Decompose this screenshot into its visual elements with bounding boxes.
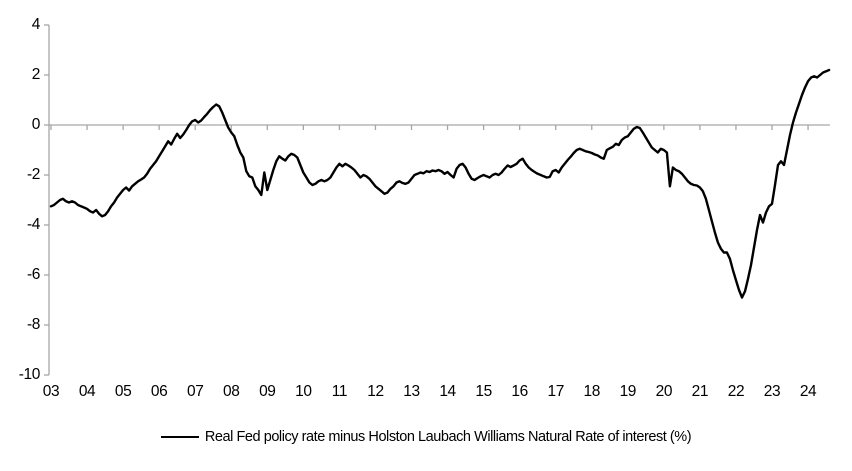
x-tick-label: 15	[475, 383, 491, 400]
x-tick-label: 19	[620, 383, 636, 400]
x-tick-label: 13	[403, 383, 419, 400]
x-tick-label: 10	[295, 383, 312, 400]
x-tick-label: 11	[332, 383, 347, 400]
legend-line-sample	[160, 436, 199, 438]
x-tick-label: 20	[656, 383, 673, 400]
x-tick-label: 18	[584, 383, 600, 400]
y-tick-label: 4	[32, 16, 41, 33]
x-tick-label: 12	[367, 383, 383, 400]
y-tick-label: -2	[27, 166, 40, 183]
x-tick-label: 22	[728, 383, 744, 400]
x-tick-label: 17	[547, 383, 563, 400]
axes	[44, 24, 830, 376]
x-tick-label: 08	[223, 383, 239, 400]
x-tick-label: 23	[764, 383, 780, 400]
x-tick-label: 07	[187, 383, 203, 400]
x-tick-label: 14	[439, 383, 456, 400]
x-tick-label: 09	[259, 383, 275, 400]
y-tick-label: 2	[32, 66, 40, 83]
chart-legend: Real Fed policy rate minus Holston Lauba…	[0, 429, 852, 445]
x-tick-label: 06	[151, 383, 167, 400]
x-tick-label: 24	[800, 383, 817, 400]
data-line	[49, 68, 831, 299]
x-tick-label: 05	[115, 383, 131, 400]
legend-label: Real Fed policy rate minus Holston Lauba…	[204, 429, 692, 445]
series-lines	[49, 68, 831, 299]
y-tick-label: -6	[27, 266, 40, 283]
x-tick-label: 16	[511, 383, 527, 400]
y-tick-label: -8	[27, 316, 40, 333]
x-tick-label: 04	[79, 383, 96, 400]
y-tick-label: -4	[27, 216, 41, 233]
x-tick-label: 03	[43, 383, 59, 400]
y-tick-label: 0	[32, 116, 41, 133]
y-tick-label: -10	[19, 366, 41, 383]
x-tick-label: 21	[692, 383, 708, 400]
